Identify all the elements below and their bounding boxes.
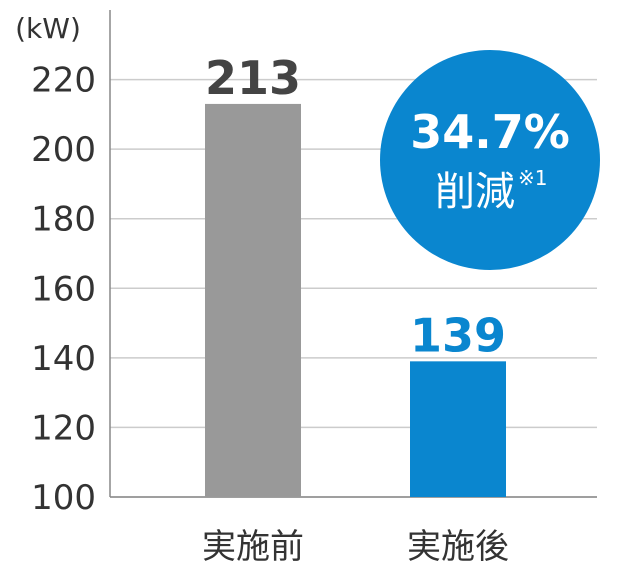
x-tick-label: 実施前 <box>202 527 304 567</box>
badge-value: 34.7% <box>410 105 570 159</box>
y-tick-label: 200 <box>31 130 96 170</box>
badge-text: 削減 <box>435 169 515 215</box>
unit-label: (kW) <box>15 12 81 45</box>
badge <box>380 50 600 270</box>
y-tick-label: 100 <box>31 478 96 518</box>
bar <box>410 361 506 497</box>
y-tick-label: 180 <box>31 200 96 240</box>
badge-note: ※1 <box>518 166 547 190</box>
x-tick-label: 実施後 <box>407 527 509 567</box>
y-tick-label: 120 <box>31 408 96 448</box>
y-tick-label: 140 <box>31 339 96 379</box>
y-tick-label: 220 <box>31 61 96 101</box>
value-label: 139 <box>410 308 506 362</box>
bar <box>205 103 301 498</box>
value-label: 213 <box>205 51 301 105</box>
y-tick-label: 160 <box>31 269 96 309</box>
